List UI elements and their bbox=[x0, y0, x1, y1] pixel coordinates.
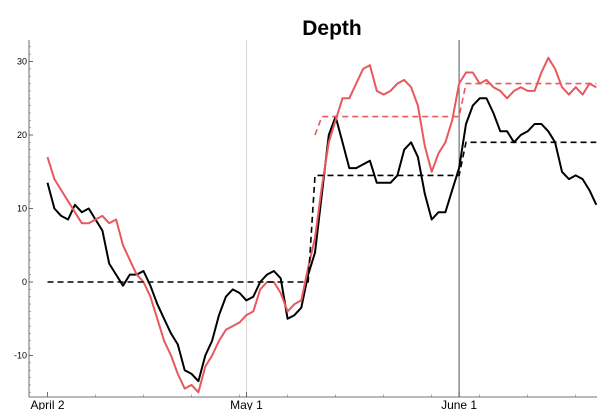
y-tick-label: 30 bbox=[17, 57, 27, 67]
gridlines bbox=[246, 40, 247, 397]
y-tick-label: 20 bbox=[17, 130, 27, 140]
chart-title: Depth bbox=[302, 17, 362, 40]
series-line-1 bbox=[46, 56, 597, 394]
y-tick-label: -10 bbox=[14, 351, 27, 361]
series-line-3 bbox=[314, 82, 597, 136]
x-tick-label: April 2 bbox=[30, 398, 64, 410]
series-layer bbox=[46, 56, 598, 394]
y-tick-label: 0 bbox=[22, 277, 27, 287]
series-line-0 bbox=[46, 97, 598, 383]
x-tick-label: May 1 bbox=[230, 398, 263, 410]
x-tick-label: June 1 bbox=[441, 398, 477, 410]
axes bbox=[28, 40, 597, 398]
y-tick-label: 10 bbox=[17, 204, 27, 214]
